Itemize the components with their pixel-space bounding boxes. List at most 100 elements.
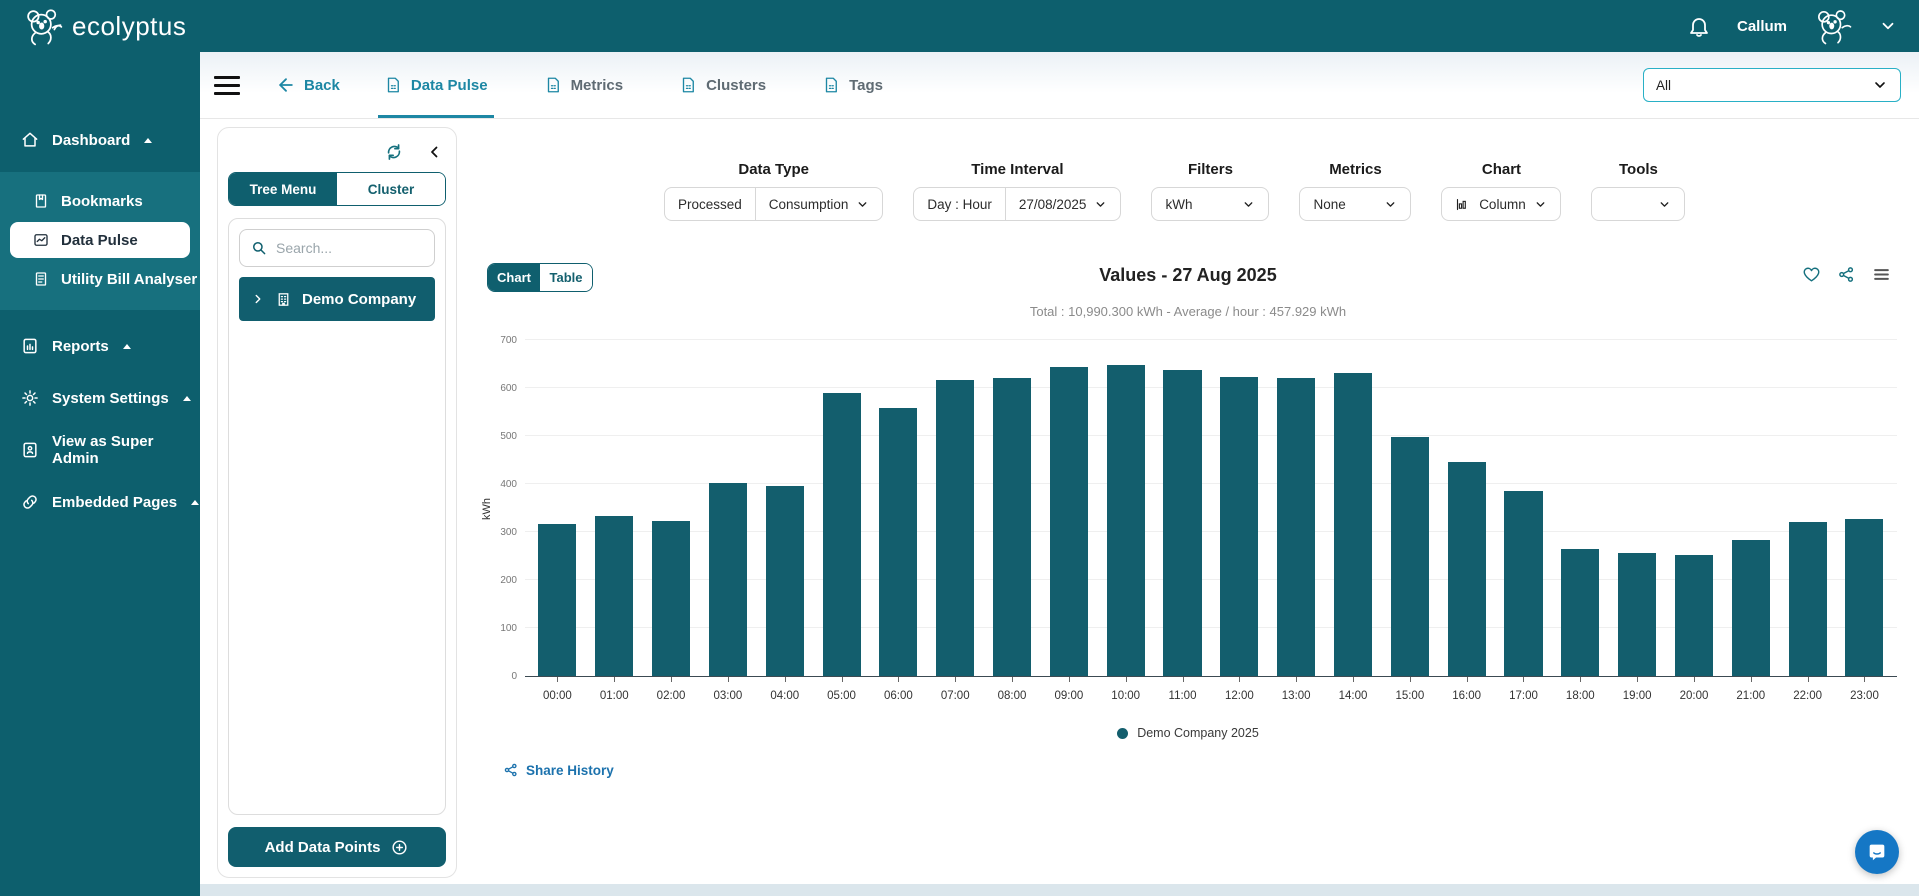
share-history-link[interactable]: Share History xyxy=(503,762,1897,778)
time-interval-mode-button[interactable]: Day : Hour xyxy=(927,196,992,212)
tree-panel-tabs: Tree Menu Cluster xyxy=(228,172,446,206)
hamburger-menu-icon[interactable] xyxy=(214,75,240,95)
koala-logo-icon xyxy=(22,5,64,47)
bar-20:00[interactable] xyxy=(1674,554,1713,676)
sidebar-item-reports[interactable]: Reports xyxy=(0,324,200,368)
time-interval-date-dropdown[interactable]: 27/08/2025 xyxy=(1004,188,1121,220)
bar-10:00[interactable] xyxy=(1106,365,1145,676)
user-avatar[interactable] xyxy=(1813,6,1853,46)
plus-circle-icon xyxy=(390,838,409,857)
tab-label: Clusters xyxy=(706,76,767,94)
sidebar-item-view-as-super-admin[interactable]: View as Super Admin xyxy=(0,428,200,472)
bar-05:00[interactable] xyxy=(822,392,861,676)
bar-00:00[interactable] xyxy=(538,523,577,676)
favorite-heart-icon[interactable] xyxy=(1802,265,1821,284)
bar-chart: kWh 0 100 200 300 400 500 600 700 xyxy=(479,335,1897,682)
sidebar-item-bookmarks[interactable]: Bookmarks xyxy=(0,182,200,220)
tools-dropdown[interactable] xyxy=(1592,188,1684,220)
bar-22:00[interactable] xyxy=(1788,522,1827,676)
bar-16:00[interactable] xyxy=(1447,461,1486,676)
bar-08:00[interactable] xyxy=(993,377,1032,676)
chevron-up-icon xyxy=(182,395,191,401)
sidebar-item-utility-bill-analyser[interactable]: Utility Bill Analyser xyxy=(0,260,200,298)
x-tick-label: 23:00 xyxy=(1850,690,1879,702)
tab-metrics[interactable]: Metrics xyxy=(538,52,630,118)
toggle-table-view[interactable]: Table xyxy=(540,264,592,291)
search-input[interactable] xyxy=(276,240,424,256)
bar-13:00[interactable] xyxy=(1277,378,1316,676)
bar-14:00[interactable] xyxy=(1333,373,1373,676)
legend-label: Demo Company 2025 xyxy=(1137,726,1259,740)
y-tick-label: 100 xyxy=(500,623,517,634)
tab-cluster[interactable]: Cluster xyxy=(337,173,445,205)
sidebar-item-label: Dashboard xyxy=(52,131,131,149)
chart-type-control: Chart Column xyxy=(1441,161,1562,221)
bar-19:00[interactable] xyxy=(1618,552,1657,676)
bar-01:00[interactable] xyxy=(595,516,634,676)
x-tick-label: 13:00 xyxy=(1281,690,1311,702)
x-tick-label: 15:00 xyxy=(1395,690,1425,702)
sidebar-item-system-settings[interactable]: System Settings xyxy=(0,376,200,420)
x-tick-label: 14:00 xyxy=(1338,690,1368,702)
chevron-down-icon xyxy=(1245,201,1253,207)
share-icon xyxy=(503,762,519,778)
notifications-bell-icon[interactable] xyxy=(1687,14,1711,38)
data-type-value-dropdown[interactable]: Consumption xyxy=(754,188,883,220)
back-button[interactable]: Back xyxy=(276,75,340,95)
bar-06:00[interactable] xyxy=(879,408,918,676)
metrics-dropdown[interactable]: None xyxy=(1300,188,1410,220)
tab-clusters[interactable]: Clusters xyxy=(673,52,772,118)
x-tick-label: 20:00 xyxy=(1679,690,1709,702)
bar-11:00[interactable] xyxy=(1163,369,1202,676)
x-tick-label: 19:00 xyxy=(1622,690,1652,702)
bar-15:00[interactable] xyxy=(1390,437,1429,676)
share-icon[interactable] xyxy=(1837,265,1856,284)
y-tick-label: 400 xyxy=(500,479,517,490)
chevron-down-icon xyxy=(1387,201,1395,207)
scope-filter-value: All xyxy=(1656,77,1672,93)
sidebar-item-data-pulse[interactable]: Data Pulse xyxy=(10,222,190,258)
add-data-points-button[interactable]: Add Data Points xyxy=(228,827,446,867)
bar-23:00[interactable] xyxy=(1845,519,1884,676)
bar-18:00[interactable] xyxy=(1561,548,1600,676)
sidebar-item-dashboard[interactable]: Dashboard xyxy=(0,118,200,162)
tree-card: Demo Company xyxy=(228,218,446,815)
tree-item-label: Demo Company xyxy=(302,290,417,308)
bar-07:00[interactable] xyxy=(936,379,975,676)
x-tick-label: 01:00 xyxy=(599,690,629,702)
tab-tree-menu[interactable]: Tree Menu xyxy=(229,173,337,205)
chart-context-menu-icon[interactable] xyxy=(1872,265,1891,284)
chat-launcher-button[interactable] xyxy=(1855,830,1899,874)
bar-17:00[interactable] xyxy=(1504,490,1543,676)
sidebar-item-label: Bookmarks xyxy=(61,192,143,210)
column-chart-icon xyxy=(1457,198,1467,210)
scope-filter-select[interactable]: All xyxy=(1643,68,1901,102)
refresh-icon[interactable] xyxy=(384,142,404,162)
add-data-points-label: Add Data Points xyxy=(264,838,381,856)
search-icon xyxy=(250,239,268,257)
tab-data-pulse[interactable]: Data Pulse xyxy=(377,52,494,118)
bar-21:00[interactable] xyxy=(1731,539,1770,676)
building-icon xyxy=(275,291,292,308)
filters-dropdown[interactable]: kWh xyxy=(1152,188,1268,220)
tree-item-demo-company[interactable]: Demo Company xyxy=(239,277,435,321)
time-interval-date: 27/08/2025 xyxy=(1018,196,1087,212)
chart-type-dropdown[interactable]: Column xyxy=(1442,188,1560,220)
sidebar-item-embedded-pages[interactable]: Embedded Pages xyxy=(0,480,200,524)
bill-document-icon xyxy=(32,270,50,288)
y-tick-label: 0 xyxy=(511,671,517,682)
y-tick-label: 600 xyxy=(500,383,517,394)
bar-04:00[interactable] xyxy=(765,486,804,676)
bar-03:00[interactable] xyxy=(708,482,747,676)
metrics-label: Metrics xyxy=(1329,161,1382,178)
x-tick-label: 00:00 xyxy=(543,690,572,702)
tab-tags[interactable]: Tags xyxy=(816,52,889,118)
user-menu-chevron-down-icon[interactable] xyxy=(1879,17,1897,35)
bar-02:00[interactable] xyxy=(652,521,691,676)
data-type-mode-button[interactable]: Processed xyxy=(678,196,742,212)
chevron-right-icon[interactable] xyxy=(251,292,265,306)
bar-09:00[interactable] xyxy=(1049,367,1088,676)
toggle-chart-view[interactable]: Chart xyxy=(488,264,540,291)
bar-12:00[interactable] xyxy=(1220,376,1259,676)
collapse-panel-chevron-left-icon[interactable] xyxy=(426,143,444,161)
